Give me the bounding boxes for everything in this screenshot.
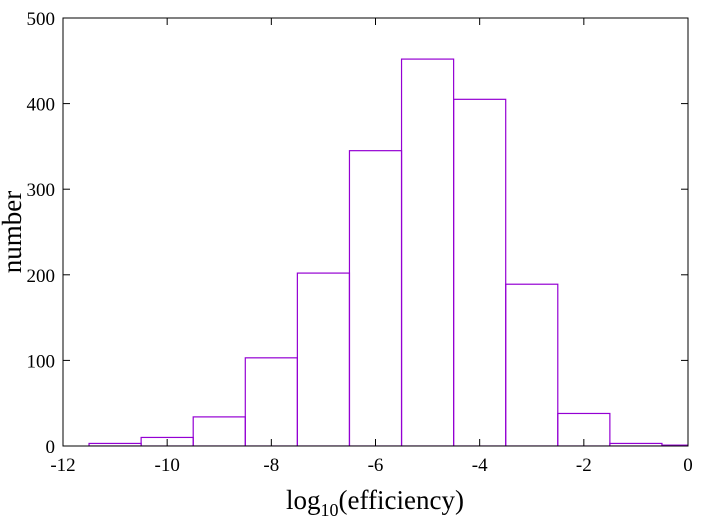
- x-tick-label: -8: [263, 455, 279, 476]
- ticks-group: [62, 17, 689, 447]
- y-tick-label: 300: [27, 180, 56, 201]
- plot-frame: [62, 17, 689, 447]
- tick-labels-group: -12 -10 -8 -6 -4 -2 0 0 100 200 300 400 500: [27, 9, 693, 476]
- y-tick-label: 100: [27, 351, 56, 372]
- histogram-bar-3: [244, 357, 298, 446]
- x-tick-label: -10: [155, 455, 180, 476]
- y-tick-label: 400: [27, 95, 56, 116]
- x-tick-label: -4: [472, 455, 488, 476]
- x-tick-label: 0: [683, 455, 693, 476]
- x-tick-label: -12: [50, 455, 75, 476]
- y-tick-label: 200: [27, 266, 56, 287]
- y-tick-label: 0: [46, 437, 56, 458]
- histogram-bar-4: [296, 272, 351, 446]
- histogram-bar-7: [453, 98, 507, 446]
- histogram-bar-6: [400, 58, 455, 446]
- x-tick-label: -2: [576, 455, 592, 476]
- histogram-bar-5: [348, 150, 403, 446]
- bars-group: [88, 58, 688, 446]
- x-axis-title-subscript: 10: [321, 500, 339, 520]
- x-axis-title: log10(efficiency): [286, 485, 464, 520]
- x-tick-label: -6: [368, 455, 384, 476]
- x-axis-title-base: log: [286, 485, 321, 515]
- histogram-bar-2: [192, 416, 246, 446]
- histogram-bar-8: [505, 283, 559, 446]
- y-tick-label: 500: [27, 9, 56, 30]
- x-axis-title-rest: (efficiency): [339, 485, 464, 515]
- y-axis-title: number: [0, 191, 27, 273]
